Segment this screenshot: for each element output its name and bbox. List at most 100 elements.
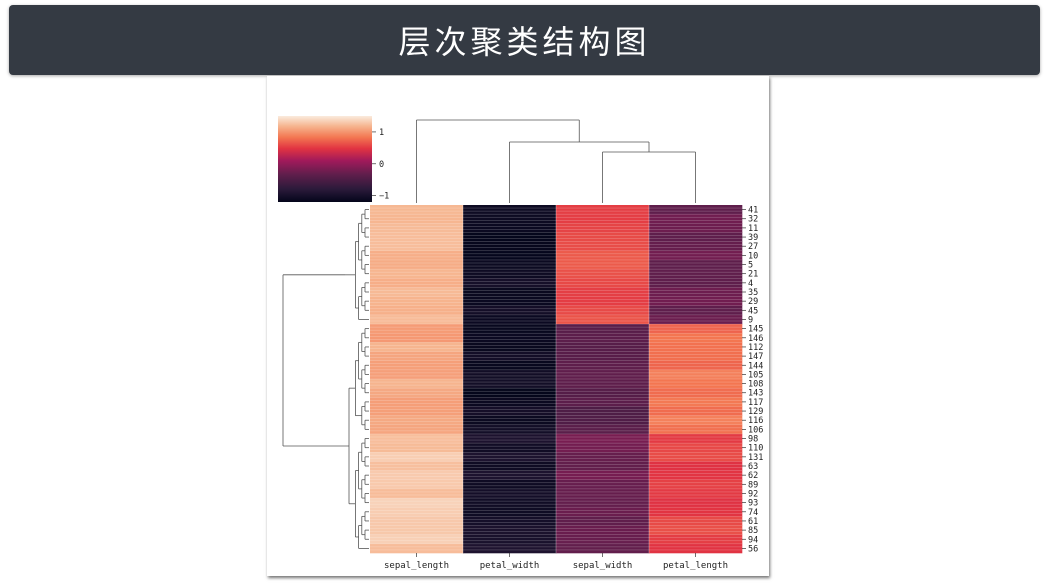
- heatmap-cell: [556, 278, 650, 288]
- heatmap-cell: [370, 351, 464, 361]
- heatmap-cell: [556, 259, 650, 270]
- heatmap-cell: [649, 223, 743, 233]
- y-tick-label: 45: [748, 306, 758, 316]
- y-tick-label: 9: [748, 315, 753, 325]
- heatmap-cell: [649, 443, 743, 453]
- heatmap-cell: [463, 369, 557, 380]
- y-tick-label: 63: [748, 462, 758, 472]
- heatmap-cell: [649, 488, 743, 499]
- y-tick-label: 147: [748, 352, 763, 362]
- heatmap-cell: [370, 388, 464, 398]
- y-tick-label: 62: [748, 471, 758, 481]
- heatmap-cell: [649, 351, 743, 361]
- heatmap-cell: [556, 406, 650, 416]
- y-tick-label: 143: [748, 389, 763, 399]
- heatmap-cell: [556, 214, 650, 224]
- heatmap-cell: [370, 259, 464, 270]
- heatmap-cell: [370, 424, 464, 435]
- y-tick-label: 4: [748, 279, 753, 289]
- heatmap-cell: [463, 388, 557, 398]
- x-tick-label: petal_width: [480, 561, 540, 571]
- heatmap-cell: [370, 543, 464, 554]
- heatmap-cell: [556, 287, 650, 297]
- heatmap-cell: [649, 406, 743, 416]
- heatmap-cell: [556, 232, 650, 242]
- heatmap-cell: [463, 250, 557, 261]
- heatmap-cell: [649, 324, 743, 334]
- colorbar-tick-label: 1: [379, 128, 384, 138]
- heatmap-cell: [649, 342, 743, 352]
- heatmap-cell: [463, 379, 557, 389]
- heatmap-cell: [370, 516, 464, 526]
- y-tick-label: 98: [748, 435, 758, 445]
- y-tick-label: 74: [748, 508, 758, 518]
- heatmap-cell: [556, 324, 650, 334]
- heatmap-cell: [463, 424, 557, 435]
- heatmap-cell: [556, 424, 650, 435]
- heatmap-cell: [370, 433, 464, 444]
- heatmap-cell: [649, 205, 743, 215]
- heatmap-cell: [556, 470, 650, 481]
- heatmap-cell: [649, 452, 743, 462]
- heatmap-cell: [370, 333, 464, 343]
- heatmap-cell: [649, 314, 743, 325]
- heatmap-cell: [556, 342, 650, 352]
- clustermap-chart: 10−1 41321139271052143529459145146112147…: [278, 116, 763, 571]
- y-tick-label: 56: [748, 544, 758, 554]
- heatmap-cell: [649, 388, 743, 398]
- y-tick-label: 105: [748, 370, 763, 380]
- x-tick-label: sepal_width: [573, 561, 633, 571]
- heatmap-cell: [649, 214, 743, 224]
- heatmap-cell: [649, 241, 743, 252]
- y-tick-label: 110: [748, 444, 763, 454]
- y-tick-label: 144: [748, 361, 763, 371]
- heatmap-cell: [463, 443, 557, 453]
- heatmap-cell: [463, 296, 557, 307]
- y-tick-label: 116: [748, 416, 763, 426]
- heatmap-cell: [556, 534, 650, 545]
- heatmap-cell: [556, 397, 650, 407]
- y-tick-label: 131: [748, 453, 763, 463]
- heatmap-cell: [649, 333, 743, 343]
- heatmap-cell: [556, 351, 650, 361]
- heatmap-cell: [370, 525, 464, 535]
- heatmap-cell: [649, 516, 743, 526]
- heatmap-cell: [370, 397, 464, 407]
- heatmap-cell: [370, 269, 464, 279]
- x-tick-label: sepal_length: [384, 561, 449, 571]
- heatmap-cell: [370, 488, 464, 499]
- heatmap-cell: [556, 525, 650, 535]
- heatmap-cell: [463, 214, 557, 224]
- y-tick-label: 41: [748, 206, 758, 216]
- heatmap-cell: [463, 507, 557, 517]
- heatmap-cell: [463, 232, 557, 242]
- heatmap-cell: [556, 379, 650, 389]
- clustermap-figure: 1 0 −1 41 32 11 39 27 10 5 21 4 35 29 45 9 145 146 112 147…: [267, 76, 769, 576]
- heatmap-cell: [463, 534, 557, 545]
- heatmap-cell: [649, 259, 743, 270]
- y-tick-label: 21: [748, 270, 758, 280]
- heatmap-cell: [463, 342, 557, 352]
- heatmap-cell: [370, 296, 464, 307]
- y-tick-label: 10: [748, 251, 758, 261]
- heatmap-cell: [649, 534, 743, 545]
- heatmap-cell: [463, 498, 557, 508]
- heatmap-cell: [649, 287, 743, 297]
- heatmap-cell: [556, 369, 650, 380]
- heatmap-cell: [370, 232, 464, 242]
- y-tick-label: 108: [748, 380, 763, 390]
- heatmap-cell: [463, 461, 557, 471]
- heatmap-cell: [649, 269, 743, 279]
- heatmap-cell: [370, 415, 464, 426]
- y-tick-label: 129: [748, 407, 763, 417]
- heatmap-cell: [463, 351, 557, 361]
- y-tick-label: 35: [748, 288, 758, 298]
- heatmap-cell: [463, 269, 557, 279]
- heatmap-cell: [649, 461, 743, 471]
- heatmap-cell: [556, 205, 650, 215]
- heatmap-cell: [463, 415, 557, 426]
- heatmap-cell: [463, 488, 557, 499]
- heatmap-cell: [649, 470, 743, 481]
- heatmap-cell: [556, 433, 650, 444]
- heatmap-cell: [463, 406, 557, 416]
